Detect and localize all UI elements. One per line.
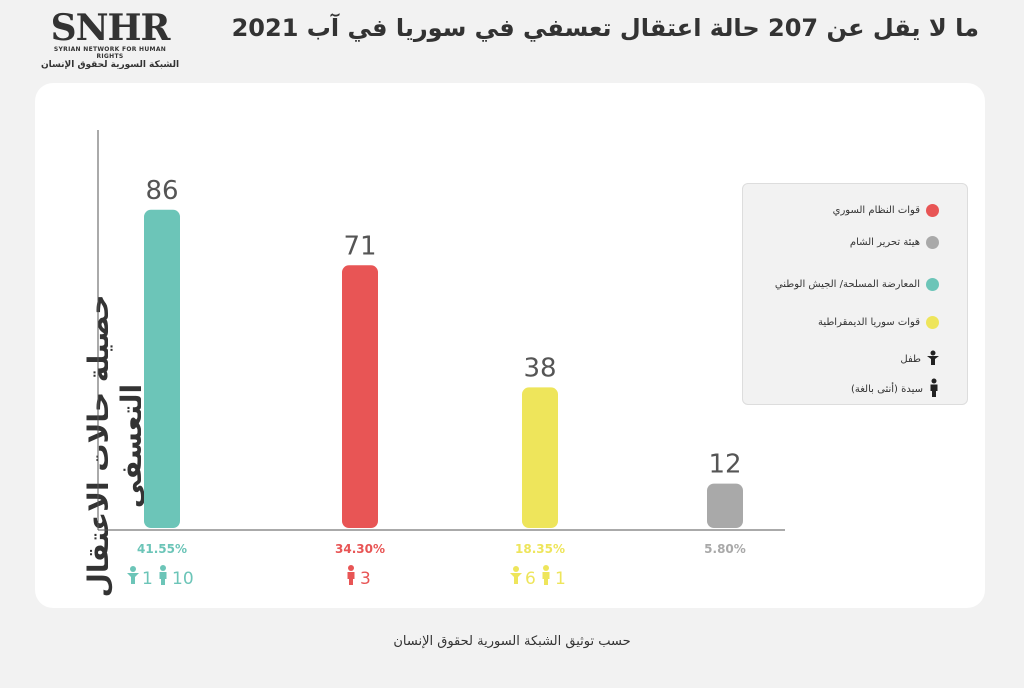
bar-gender-breakdown: 3 bbox=[347, 565, 371, 589]
logo-english-name: SYRIAN NETWORK FOR HUMAN RIGHTS bbox=[53, 46, 167, 60]
legend-item: قوات النظام السوري bbox=[833, 204, 939, 217]
child-icon bbox=[927, 350, 939, 369]
legend-item: هيئة تحرير الشام bbox=[850, 236, 939, 249]
logo: SNHR SYRIAN NETWORK FOR HUMAN RIGHTS الش… bbox=[40, 10, 180, 70]
women-count: 1 bbox=[555, 569, 566, 589]
bar-percent-label: 5.80% bbox=[704, 542, 746, 556]
child-icon-body bbox=[127, 573, 139, 584]
legend-label: طفل bbox=[900, 354, 921, 365]
legend-label: هيئة تحرير الشام bbox=[849, 237, 920, 248]
woman-icon-head bbox=[160, 565, 166, 571]
legend-swatch bbox=[926, 316, 939, 329]
bar-value-label: 86 bbox=[145, 176, 178, 206]
woman-icon-head bbox=[348, 565, 354, 571]
woman-icon-body bbox=[542, 572, 550, 585]
legend-item: المعارضة المسلحة/ الجيش الوطني bbox=[775, 278, 939, 291]
bar-percent-label: 41.55% bbox=[137, 542, 187, 556]
bar-4 bbox=[707, 483, 743, 528]
women-count: 10 bbox=[172, 569, 194, 589]
woman-icon-body bbox=[159, 572, 167, 585]
woman-icon bbox=[929, 378, 939, 401]
women-count: 3 bbox=[360, 569, 371, 589]
bar-3 bbox=[522, 387, 558, 528]
page-title: ما لا يقل عن 207 حالة اعتقال تعسفي في سو… bbox=[231, 14, 979, 42]
bar-gender-breakdown: 1 10 bbox=[127, 565, 194, 589]
child-icon-body bbox=[510, 573, 522, 584]
children-count: 1 bbox=[142, 569, 153, 589]
legend-label: قوات سوريا الديمقراطية bbox=[817, 317, 920, 328]
bar-value-label: 71 bbox=[343, 231, 376, 261]
woman-icon-head bbox=[543, 565, 549, 571]
legend-label: المعارضة المسلحة/ الجيش الوطني bbox=[774, 279, 920, 290]
legend-item: قوات سوريا الديمقراطية bbox=[818, 316, 939, 329]
bar-1 bbox=[144, 209, 180, 529]
bar-value-label: 12 bbox=[708, 450, 741, 480]
source-note: حسب توثيق الشبكة السورية لحقوق الإنسان bbox=[393, 634, 631, 649]
legend-label: قوات النظام السوري bbox=[832, 205, 920, 216]
child-icon-head bbox=[130, 566, 136, 572]
legend-item: سيدة (أنثى بالغة) bbox=[851, 378, 939, 401]
legend-item: طفل bbox=[900, 350, 939, 369]
legend-swatch bbox=[926, 204, 939, 217]
logo-mark: SNHR bbox=[50, 7, 171, 49]
legend-swatch bbox=[926, 236, 939, 249]
child-icon-head bbox=[513, 566, 519, 572]
bar-value-label: 38 bbox=[523, 353, 556, 383]
bar-2 bbox=[342, 265, 378, 528]
bar-percent-label: 34.30% bbox=[335, 542, 385, 556]
chart-card: حصيلة حالات الاعتقال التعسفي 86 41.55% 1 10… bbox=[35, 83, 985, 608]
woman-icon-body bbox=[347, 572, 355, 585]
logo-arabic-name: الشبكة السورية لحقوق الإنسان bbox=[40, 60, 180, 70]
bar-percent-label: 18.35% bbox=[515, 542, 565, 556]
legend-swatch bbox=[926, 278, 939, 291]
children-count: 6 bbox=[525, 569, 536, 589]
legend-label: سيدة (أنثى بالغة) bbox=[850, 384, 923, 395]
chart-legend: قوات النظام السوري هيئة تحرير الشام المعار… bbox=[742, 183, 968, 405]
